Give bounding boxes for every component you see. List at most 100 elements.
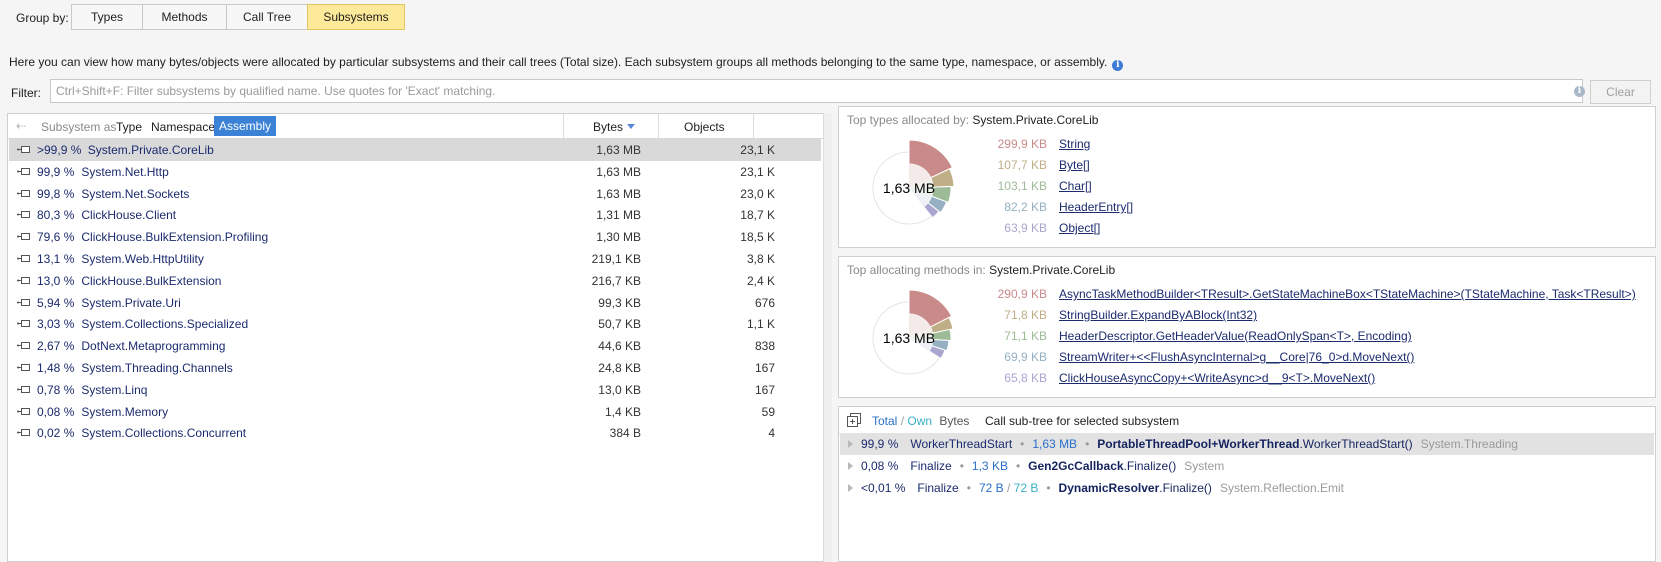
own-label[interactable]: Own [907,414,933,428]
top-methods-donut-slice[interactable] [928,345,946,360]
table-row[interactable]: 3,03 % System.Collections.Specialized 50,7… [9,313,821,335]
legend-link[interactable]: ClickHouseAsyncCopy+<WriteAsync>d__9<T>.… [1059,371,1376,385]
top-types-panel: Top types allocated by: System.Private.C… [838,106,1656,248]
total-label[interactable]: Total [872,414,898,428]
subsystems-scrollbar[interactable] [823,113,832,562]
legend-link[interactable]: HeaderEntry[] [1059,200,1134,214]
top-methods-donut-slice[interactable] [908,289,953,328]
row-name: System.Collections.Specialized [81,317,249,332]
mode-assembly[interactable]: Assembly [214,116,277,136]
filter-label: Filter: [11,86,41,100]
top-types-donut-slice[interactable] [908,139,954,179]
group-by-label: Group by: [16,11,69,25]
legend-link[interactable]: Object[] [1059,221,1101,235]
row-bytes: 1,31 MB [596,208,641,223]
table-row[interactable]: 5,94 % System.Private.Uri 99,3 KB 676 [9,292,821,314]
table-row[interactable]: 0,02 % System.Collections.Concurrent 384 B… [9,422,821,444]
separator-dot: • [966,481,971,495]
call-tree-row[interactable]: 99,9 % WorkerThreadStart • 1,63 MB • Portable… [840,433,1654,455]
table-row[interactable]: 1,48 % System.Threading.Channels 24,8 KB 16… [9,357,821,379]
subsystem-as-label: Subsystem as [41,120,117,134]
table-row[interactable]: 80,3 % ClickHouse.Client 1,31 MB 18,7 K [9,204,821,226]
row-bytes: 24,8 KB [598,361,641,375]
row-percent: 5,94 % [37,295,75,310]
legend-value: 107,7 KB [997,158,1047,172]
top-methods-donut-slice-shade [909,327,933,338]
total-own-toggle[interactable]: Total / Own Bytes [872,414,970,428]
legend-link[interactable]: HeaderDescriptor.GetHeaderValue(ReadOnly… [1059,329,1412,343]
call-function: .WorkerThreadStart() [1299,437,1413,451]
assembly-icon [17,362,31,373]
info-icon[interactable]: i [1112,60,1124,71]
row-bytes: 99,3 KB [598,295,641,310]
row-percent: 13,1 % [37,252,75,266]
call-tree-row[interactable]: 0,08 % Finalize • 1,3 KB • Gen2GcCallback.Fin… [840,455,1654,477]
tab-call-tree[interactable]: Call Tree [226,4,308,30]
row-percent: 79,6 % [37,230,75,245]
separator-dot: • [1020,437,1025,451]
legend-link[interactable]: Char[] [1059,179,1092,193]
row-name: System.Web.HttpUtility [81,252,204,266]
collapse-all-icon[interactable]: ⇠ [16,119,27,133]
row-percent: 80,3 % [37,208,75,223]
legend-link[interactable]: Byte[] [1059,158,1090,172]
row-percent: 2,67 % [37,339,75,354]
table-row[interactable]: 13,0 % ClickHouse.BulkExtension 216,7 KB 2,… [9,270,821,292]
assembly-icon [17,406,31,417]
row-bytes: 1,4 KB [604,404,641,419]
top-types-donut-slice[interactable] [923,202,940,219]
tab-types[interactable]: Types [71,4,143,30]
expand-all-icon[interactable] [847,413,861,427]
legend-link[interactable]: String [1059,137,1091,151]
mode-type[interactable]: Type [116,120,143,134]
bytes-column-header[interactable]: Bytes [593,120,636,134]
row-objects: 23,1 K [740,143,775,157]
row-percent: >99,9 % [37,143,82,157]
table-row[interactable]: 0,78 % System.Linq 13,0 KB 167 [9,379,821,401]
table-row[interactable]: 2,67 % DotNext.Metaprogramming 44,6 KB 838 [9,335,821,357]
mode-namespace[interactable]: Namespace [151,120,216,134]
expand-arrow-icon[interactable] [848,484,853,492]
legend-item: 63,9 KB Object[] [979,221,1629,241]
top-methods-title: Top allocating methods in: System.Privat… [847,263,1115,277]
table-row[interactable]: 99,8 % System.Net.Sockets 1,63 MB 23,0 K [9,183,821,205]
call-tree-row[interactable]: <0,01 % Finalize • 72 B / 72 B • DynamicResol… [840,477,1654,499]
legend-link[interactable]: StringBuilder.ExpandByABlock(Int32) [1059,308,1258,322]
top-types-title: Top types allocated by: System.Private.C… [847,113,1098,127]
objects-column-header[interactable]: Objects [684,120,725,134]
clear-button[interactable]: Clear [1590,80,1651,104]
top-methods-panel: Top allocating methods in: System.Privat… [838,256,1656,398]
table-row[interactable]: >99,9 % System.Private.CoreLib 1,63 MB 23,1… [9,139,821,161]
table-row[interactable]: 0,08 % System.Memory 1,4 KB 59 [9,401,821,423]
table-row[interactable]: 13,1 % System.Web.HttpUtility 219,1 KB 3,8 … [9,248,821,270]
table-row[interactable]: 99,9 % System.Net.Http 1,63 MB 23,1 K [9,161,821,183]
filter-input[interactable] [50,79,1583,103]
call-percent: 0,08 % [861,459,899,473]
row-objects: 18,7 K [740,208,775,223]
assembly-icon [17,209,31,220]
row-objects: 167 [754,361,775,375]
legend-value: 299,9 KB [997,137,1047,151]
filter-info-icon[interactable]: i [1574,86,1585,97]
top-types-legend: 299,9 KB String 107,7 KB Byte[] 103,1 KB Char… [979,133,1629,243]
legend-link[interactable]: StreamWriter+<<FlushAsyncInternal>g__Cor… [1059,350,1415,364]
expand-arrow-icon[interactable] [848,440,853,448]
row-percent: 3,03 % [37,317,75,332]
call-method: Finalize [917,481,959,495]
row-name: System.Private.CoreLib [87,143,214,157]
row-percent: 0,08 % [37,404,75,419]
row-name: DotNext.Metaprogramming [81,339,226,354]
legend-value: 71,8 KB [1004,308,1047,322]
subsystems-panel: ⇠ Subsystem as Type Namespace Assembly B… [7,113,824,562]
tab-methods[interactable]: Methods [142,4,227,30]
call-method: Finalize [910,459,952,473]
tab-subsystems[interactable]: Subsystems [307,4,405,30]
call-namespace: System.Reflection.Emit [1219,481,1344,495]
row-name: System.Net.Sockets [81,186,190,201]
table-row[interactable]: 79,6 % ClickHouse.BulkExtension.Profiling… [9,226,821,248]
legend-value: 103,1 KB [997,179,1047,193]
expand-arrow-icon[interactable] [848,462,853,470]
column-divider [753,114,754,138]
legend-link[interactable]: AsyncTaskMethodBuilder<TResult>.GetState… [1059,287,1636,301]
call-type: DynamicResolver [1058,481,1160,495]
